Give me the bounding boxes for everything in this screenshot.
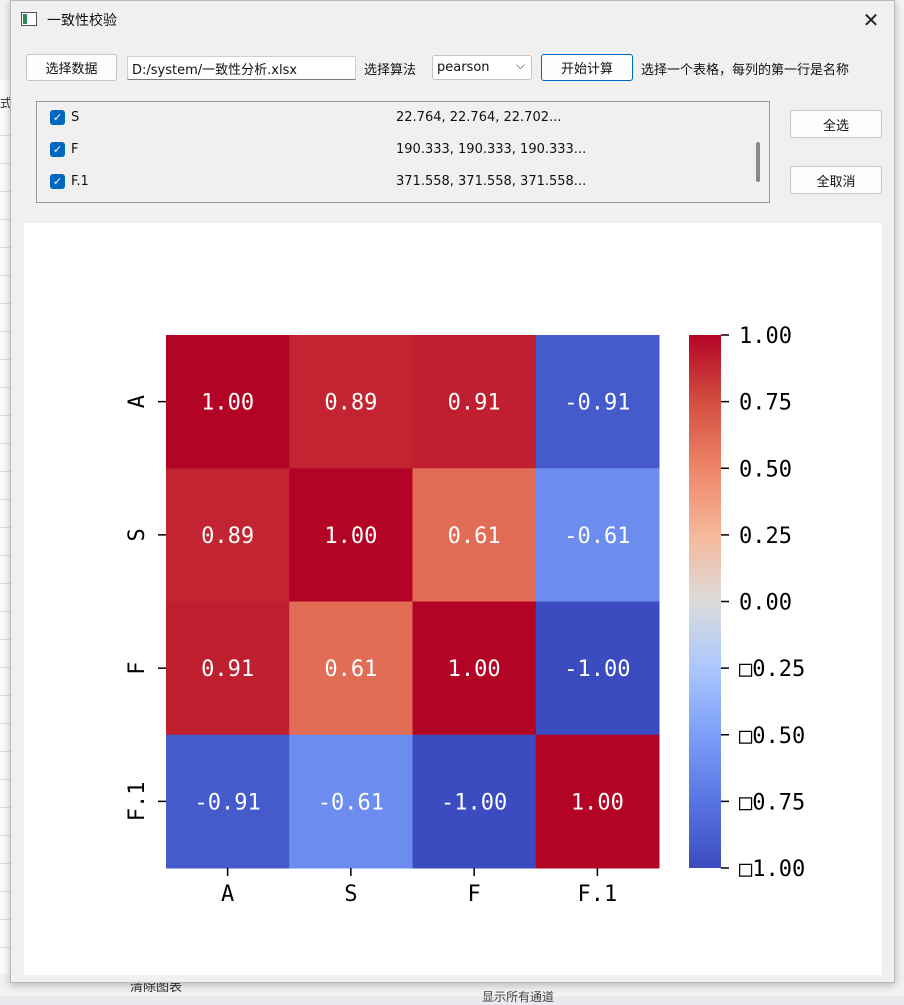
x-tick-label: F: [468, 882, 481, 907]
heatmap-cell: [535, 734, 660, 869]
y-tick-label: F: [125, 662, 150, 675]
heatmap-cell: [166, 734, 290, 869]
window-title: 一致性校验: [47, 13, 117, 29]
heatmap-cell-label: 0.61: [448, 524, 501, 549]
colorbar-tick-label: □0.25: [739, 657, 805, 682]
list-item[interactable]: ✓ F 190.333, 190.333, 190.333...: [37, 138, 749, 170]
background-fragment: 式: [0, 96, 13, 110]
heatmap-plot-area: 1.00 0.89 0.91 -0.91 0.89 1.00 0.61 -0.61 0.91 0.…: [24, 223, 882, 975]
colorbar: [689, 335, 721, 868]
column-values-preview: 22.764, 22.764, 22.702...: [396, 110, 562, 125]
column-values-preview: 371.558, 371.558, 371.558...: [396, 174, 587, 189]
heatmap-cell-label: -0.91: [564, 391, 630, 416]
colorbar-tick-label: 0.75: [739, 391, 792, 416]
heatmap-cell-label: -1.00: [441, 790, 507, 815]
heatmap-cell-label: -0.61: [318, 790, 384, 815]
heatmap-cell-label: -0.91: [195, 790, 261, 815]
background-show-channels-text: 显示所有通道: [482, 990, 555, 1004]
checkbox[interactable]: ✓: [50, 174, 65, 189]
checkbox[interactable]: ✓: [50, 110, 65, 125]
heatmap-cell: [535, 468, 660, 602]
heatmap-cell-label: 0.91: [201, 657, 254, 682]
list-item[interactable]: ✓ F.1 371.558, 371.558, 371.558...: [37, 170, 749, 202]
start-compute-button[interactable]: 开始计算: [541, 54, 633, 81]
heatmap-cell-label: -1.00: [564, 657, 630, 682]
column-name: F: [71, 142, 79, 157]
colorbar-tick-label: 0.00: [739, 591, 792, 616]
consistency-check-window: 一致性校验 ✕ 选择数据 D:/system/一致性分析.xlsx 选择算法 p…: [10, 0, 895, 983]
heatmap-cell: [535, 335, 660, 469]
colorbar-tick-label: □1.00: [739, 857, 805, 882]
select-data-button[interactable]: 选择数据: [26, 54, 117, 81]
heatmap-cell-label: -0.61: [564, 524, 630, 549]
colorbar-tick-label: □0.50: [739, 724, 805, 749]
heatmap-cell-label: 1.00: [571, 790, 624, 815]
scrollbar-thumb[interactable]: [756, 142, 760, 182]
heatmap-cell-label: 0.89: [324, 391, 377, 416]
background-clear-chart-text: 清除图表: [130, 980, 183, 995]
close-button[interactable]: ✕: [862, 8, 880, 32]
heatmap-cell: [166, 468, 290, 602]
x-tick-label: S: [344, 882, 357, 907]
list-item[interactable]: ✓ S 22.764, 22.764, 22.702...: [37, 106, 749, 138]
algorithm-label: 选择算法: [364, 63, 417, 78]
app-icon: [21, 12, 37, 26]
select-all-button[interactable]: 全选: [790, 110, 882, 138]
heatmap-cell-label: 0.89: [201, 524, 254, 549]
colorbar-tick-label: □0.75: [739, 790, 805, 815]
colorbar-tick-label: 0.25: [739, 524, 792, 549]
algorithm-select[interactable]: pearson ⌵: [432, 55, 532, 80]
title-bar[interactable]: 一致性校验 ✕: [11, 1, 894, 39]
heatmap-cell-label: 1.00: [201, 391, 254, 416]
heatmap-cell: [166, 335, 290, 469]
x-tick-label: A: [221, 882, 234, 907]
vertical-scrollbar[interactable]: [753, 102, 763, 202]
column-values-preview: 190.333, 190.333, 190.333...: [396, 142, 587, 157]
x-tick-label: F.1: [578, 882, 618, 907]
heatmap-cell: [166, 601, 290, 736]
heatmap-cell: [289, 601, 413, 736]
deselect-all-button[interactable]: 全取消: [790, 166, 882, 194]
heatmap-cell-label: 0.61: [324, 657, 377, 682]
colorbar-tick-label: 1.00: [739, 324, 792, 349]
correlation-heatmap: 1.00 0.89 0.91 -0.91 0.89 1.00 0.61 -0.61 0.91 0.…: [125, 324, 805, 907]
file-path-field[interactable]: D:/system/一致性分析.xlsx: [127, 56, 356, 80]
heatmap-cell-label: 0.91: [448, 391, 501, 416]
heatmap-cell: [289, 335, 413, 469]
heatmap-cell: [412, 468, 537, 602]
column-name: F.1: [71, 174, 89, 189]
heatmap-cell: [535, 601, 660, 736]
y-tick-label: A: [125, 395, 150, 408]
heatmap-cell: [289, 468, 413, 602]
column-name: S: [71, 110, 80, 125]
hint-text: 选择一个表格，每列的第一行是名称: [641, 63, 850, 78]
checkbox[interactable]: ✓: [50, 142, 65, 157]
heatmap-cell-label: 1.00: [448, 657, 501, 682]
columns-list[interactable]: ✓ S 22.764, 22.764, 22.702... ✓ F 190.33…: [36, 101, 770, 203]
algorithm-value: pearson: [437, 60, 490, 75]
heatmap-cell-label: 1.00: [324, 524, 377, 549]
heatmap-cell: [412, 335, 537, 469]
y-tick-label: S: [125, 528, 150, 541]
colorbar-tick-label: 0.50: [739, 457, 792, 482]
y-tick-label: F.1: [125, 782, 150, 822]
heatmap-cell: [412, 601, 537, 736]
chevron-down-icon: ⌵: [515, 58, 525, 72]
heatmap-cell: [412, 734, 537, 869]
heatmap-cell: [289, 734, 413, 869]
